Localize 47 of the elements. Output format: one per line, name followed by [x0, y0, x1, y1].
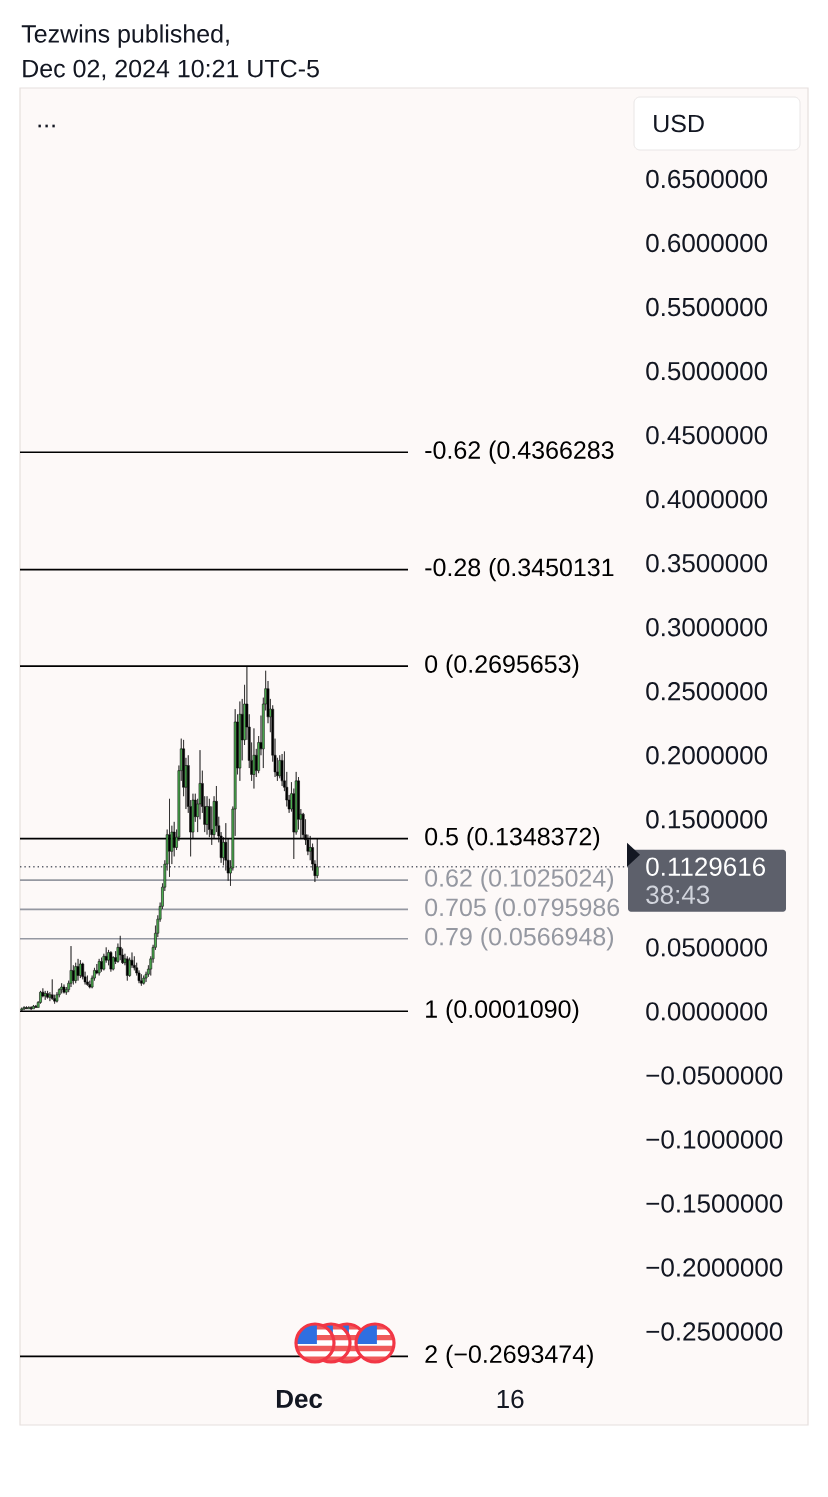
y-tick-label: 0.0000000	[646, 1002, 768, 1021]
y-tick-label: 0.2500000	[646, 682, 768, 701]
candlestick	[88, 980, 92, 989]
ref-line-label: 0.5 (0.1348372)	[425, 827, 600, 851]
ref-line-label: 0.1129616	[646, 857, 766, 876]
y-tick-label: −0.2500000	[646, 1322, 783, 1341]
y-tick-label: 0.4000000	[646, 489, 768, 509]
chart-subtitle: Dec 02, 2024 10:21 UTC-5	[23, 59, 319, 81]
ref-line-label: 0.62 (0.1025024)	[425, 868, 614, 892]
y-tick-label: 0.3500000	[646, 553, 768, 573]
ref-line-label: 0.79 (0.0566948)	[425, 927, 614, 951]
y-tick-label: 0.0500000	[646, 938, 768, 957]
y-tick-label: −0.1500000	[646, 1194, 783, 1213]
y-tick-label: −0.1000000	[646, 1130, 783, 1149]
y-tick-label: 0.6000000	[646, 233, 768, 253]
y-axis-title: USD	[654, 114, 704, 133]
annotation: 38:43	[646, 885, 710, 904]
candlestick	[46, 990, 49, 999]
ref-line-label: 1 (0.0001090)	[426, 999, 579, 1023]
candlestick	[81, 962, 85, 980]
y-tick-label: 0.6500000	[646, 169, 768, 189]
candlestick	[69, 945, 73, 988]
candlestick	[39, 990, 42, 1004]
y-tick-label: −0.2000000	[646, 1258, 783, 1277]
candlestick	[118, 935, 122, 961]
ref-line-label: 0 (0.2695653)	[425, 654, 579, 678]
y-tick-label: 0.1500000	[646, 810, 768, 829]
y-tick-label: −0.0500000	[646, 1066, 783, 1085]
annotation: ...	[38, 124, 55, 128]
y-tick-label: 0.4500000	[646, 425, 768, 445]
ref-line-label: -0.28 (0.3450131	[425, 557, 614, 582]
ref-line-label: 2 (−0.2693474)	[425, 1344, 593, 1368]
candlestick	[100, 957, 103, 972]
candlestick	[60, 982, 63, 994]
x-tick-label: 16	[497, 1389, 524, 1409]
y-tick-label: 0.5000000	[646, 361, 768, 381]
chart-title: Tezwins published,	[21, 24, 229, 48]
y-tick-label: 0.5500000	[646, 297, 768, 317]
x-tick-label: Dec	[276, 1389, 323, 1409]
y-tick-label: 0.2000000	[646, 746, 768, 765]
ref-line-label: -0.62 (0.4366283	[425, 440, 614, 464]
candlestick	[140, 973, 143, 987]
y-tick-label: 0.3000000	[646, 617, 768, 637]
ref-line-label: 0.705 (0.0795986	[425, 897, 620, 922]
candlestick	[109, 950, 113, 972]
candlestick	[43, 990, 47, 1001]
candlestick	[168, 798, 171, 878]
